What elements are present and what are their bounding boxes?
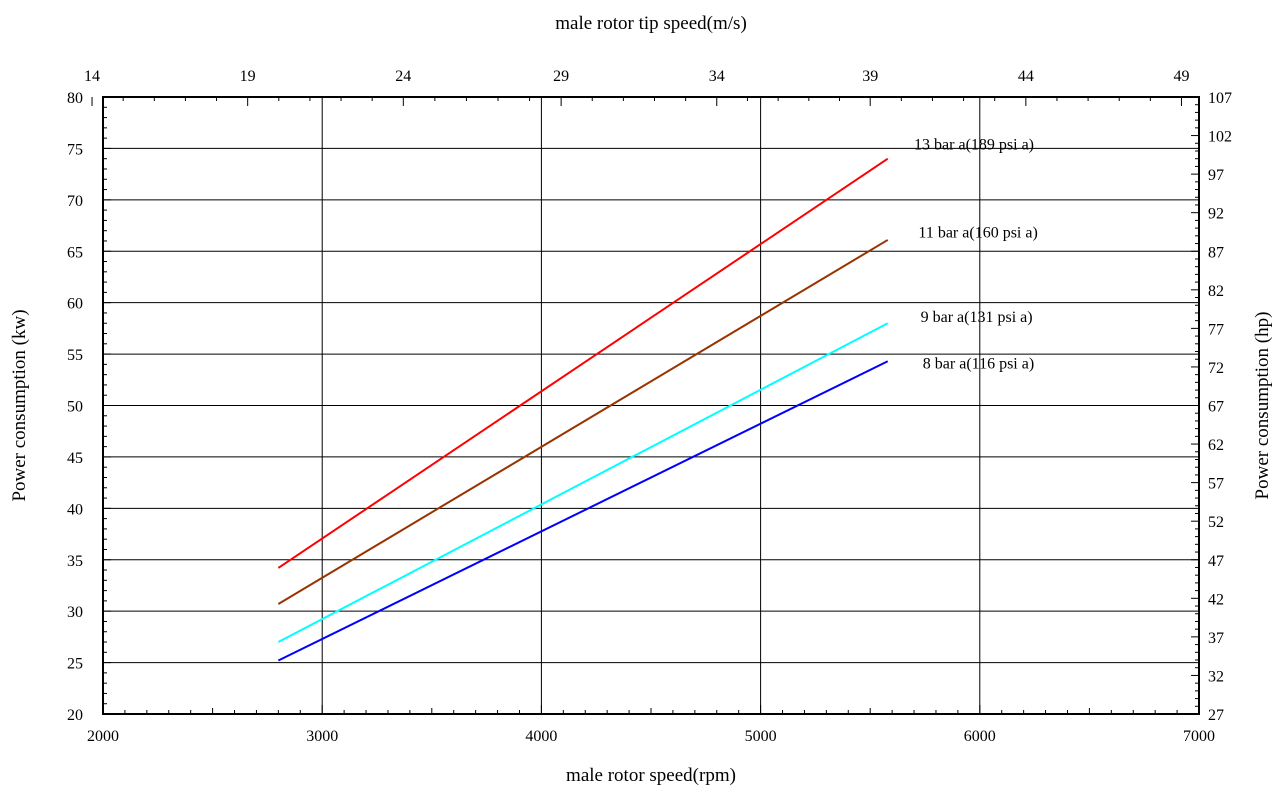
x2-tick-label: 34 — [709, 68, 725, 85]
y-tick-label: 35 — [67, 553, 83, 570]
y2-tick-label: 47 — [1208, 553, 1224, 570]
y2-tick-label: 37 — [1208, 630, 1224, 647]
x-tick-label: 5000 — [745, 728, 777, 745]
x2-tick-label: 19 — [240, 68, 256, 85]
series-line — [277, 360, 889, 662]
tick-labels: 2000 3000 4000 5000 6000 7000 20 25 30 35 40 45 50 55… — [67, 68, 1232, 745]
right-y-axis-title: Power consumption (hp) — [1252, 312, 1273, 500]
series-label: 8 bar a(116 psi a) — [923, 355, 1034, 372]
y-tick-label: 25 — [67, 656, 83, 673]
y2-tick-label: 77 — [1208, 321, 1224, 338]
series-label: 11 bar a(160 psi a) — [918, 225, 1037, 242]
x2-tick-label: 24 — [395, 68, 411, 85]
y2-tick-label: 82 — [1208, 283, 1224, 300]
y2-tick-label: 52 — [1208, 514, 1224, 531]
series-line — [277, 322, 889, 643]
x2-tick-label: 29 — [553, 68, 569, 85]
y2-tick-label: 92 — [1208, 206, 1224, 223]
y-tick-label: 20 — [67, 707, 83, 724]
y2-tick-label: 87 — [1208, 244, 1224, 261]
y-tick-label: 40 — [67, 501, 83, 518]
y2-tick-label: 32 — [1208, 668, 1224, 685]
series-line — [277, 157, 889, 569]
y2-tick-label: 102 — [1208, 129, 1232, 146]
x-tick-label: 4000 — [525, 728, 557, 745]
top-x-axis-title: male rotor tip speed(m/s) — [555, 13, 747, 34]
x-tick-label: 2000 — [87, 728, 119, 745]
y-tick-label: 65 — [67, 244, 83, 261]
y-tick-label: 55 — [67, 347, 83, 364]
y-tick-label: 45 — [67, 450, 83, 467]
y2-tick-label: 107 — [1208, 90, 1232, 107]
bottom-x-axis-title: male rotor speed(rpm) — [566, 765, 736, 786]
series-lines — [277, 157, 889, 662]
y-tick-label: 60 — [67, 296, 83, 313]
y2-tick-label: 62 — [1208, 437, 1224, 454]
y-tick-label: 50 — [67, 399, 83, 416]
x2-tick-label: 44 — [1018, 68, 1034, 85]
y-tick-label: 70 — [67, 193, 83, 210]
y2-tick-label: 42 — [1208, 591, 1224, 608]
x-tick-label: 3000 — [306, 728, 338, 745]
series-label: 9 bar a(131 psi a) — [921, 309, 1033, 326]
x-tick-label: 6000 — [964, 728, 996, 745]
series-label: 13 bar a(189 psi a) — [914, 136, 1034, 153]
y-tick-label: 80 — [67, 90, 83, 107]
y2-tick-label: 72 — [1208, 360, 1224, 377]
x2-tick-label: 49 — [1173, 68, 1189, 85]
y2-tick-label: 27 — [1208, 707, 1224, 724]
plot-area-frame — [102, 96, 1200, 715]
series-line — [277, 239, 889, 605]
y-tick-label: 30 — [67, 604, 83, 621]
x2-tick-label: 14 — [84, 68, 100, 85]
grid — [103, 97, 1199, 714]
y-tick-label: 75 — [67, 141, 83, 158]
x2-tick-label: 39 — [862, 68, 878, 85]
y2-tick-label: 97 — [1208, 167, 1224, 184]
y2-tick-label: 67 — [1208, 399, 1224, 416]
y2-tick-label: 57 — [1208, 476, 1224, 493]
left-y-axis-title: Power consumption (kw) — [9, 309, 30, 501]
x-tick-label: 7000 — [1183, 728, 1215, 745]
